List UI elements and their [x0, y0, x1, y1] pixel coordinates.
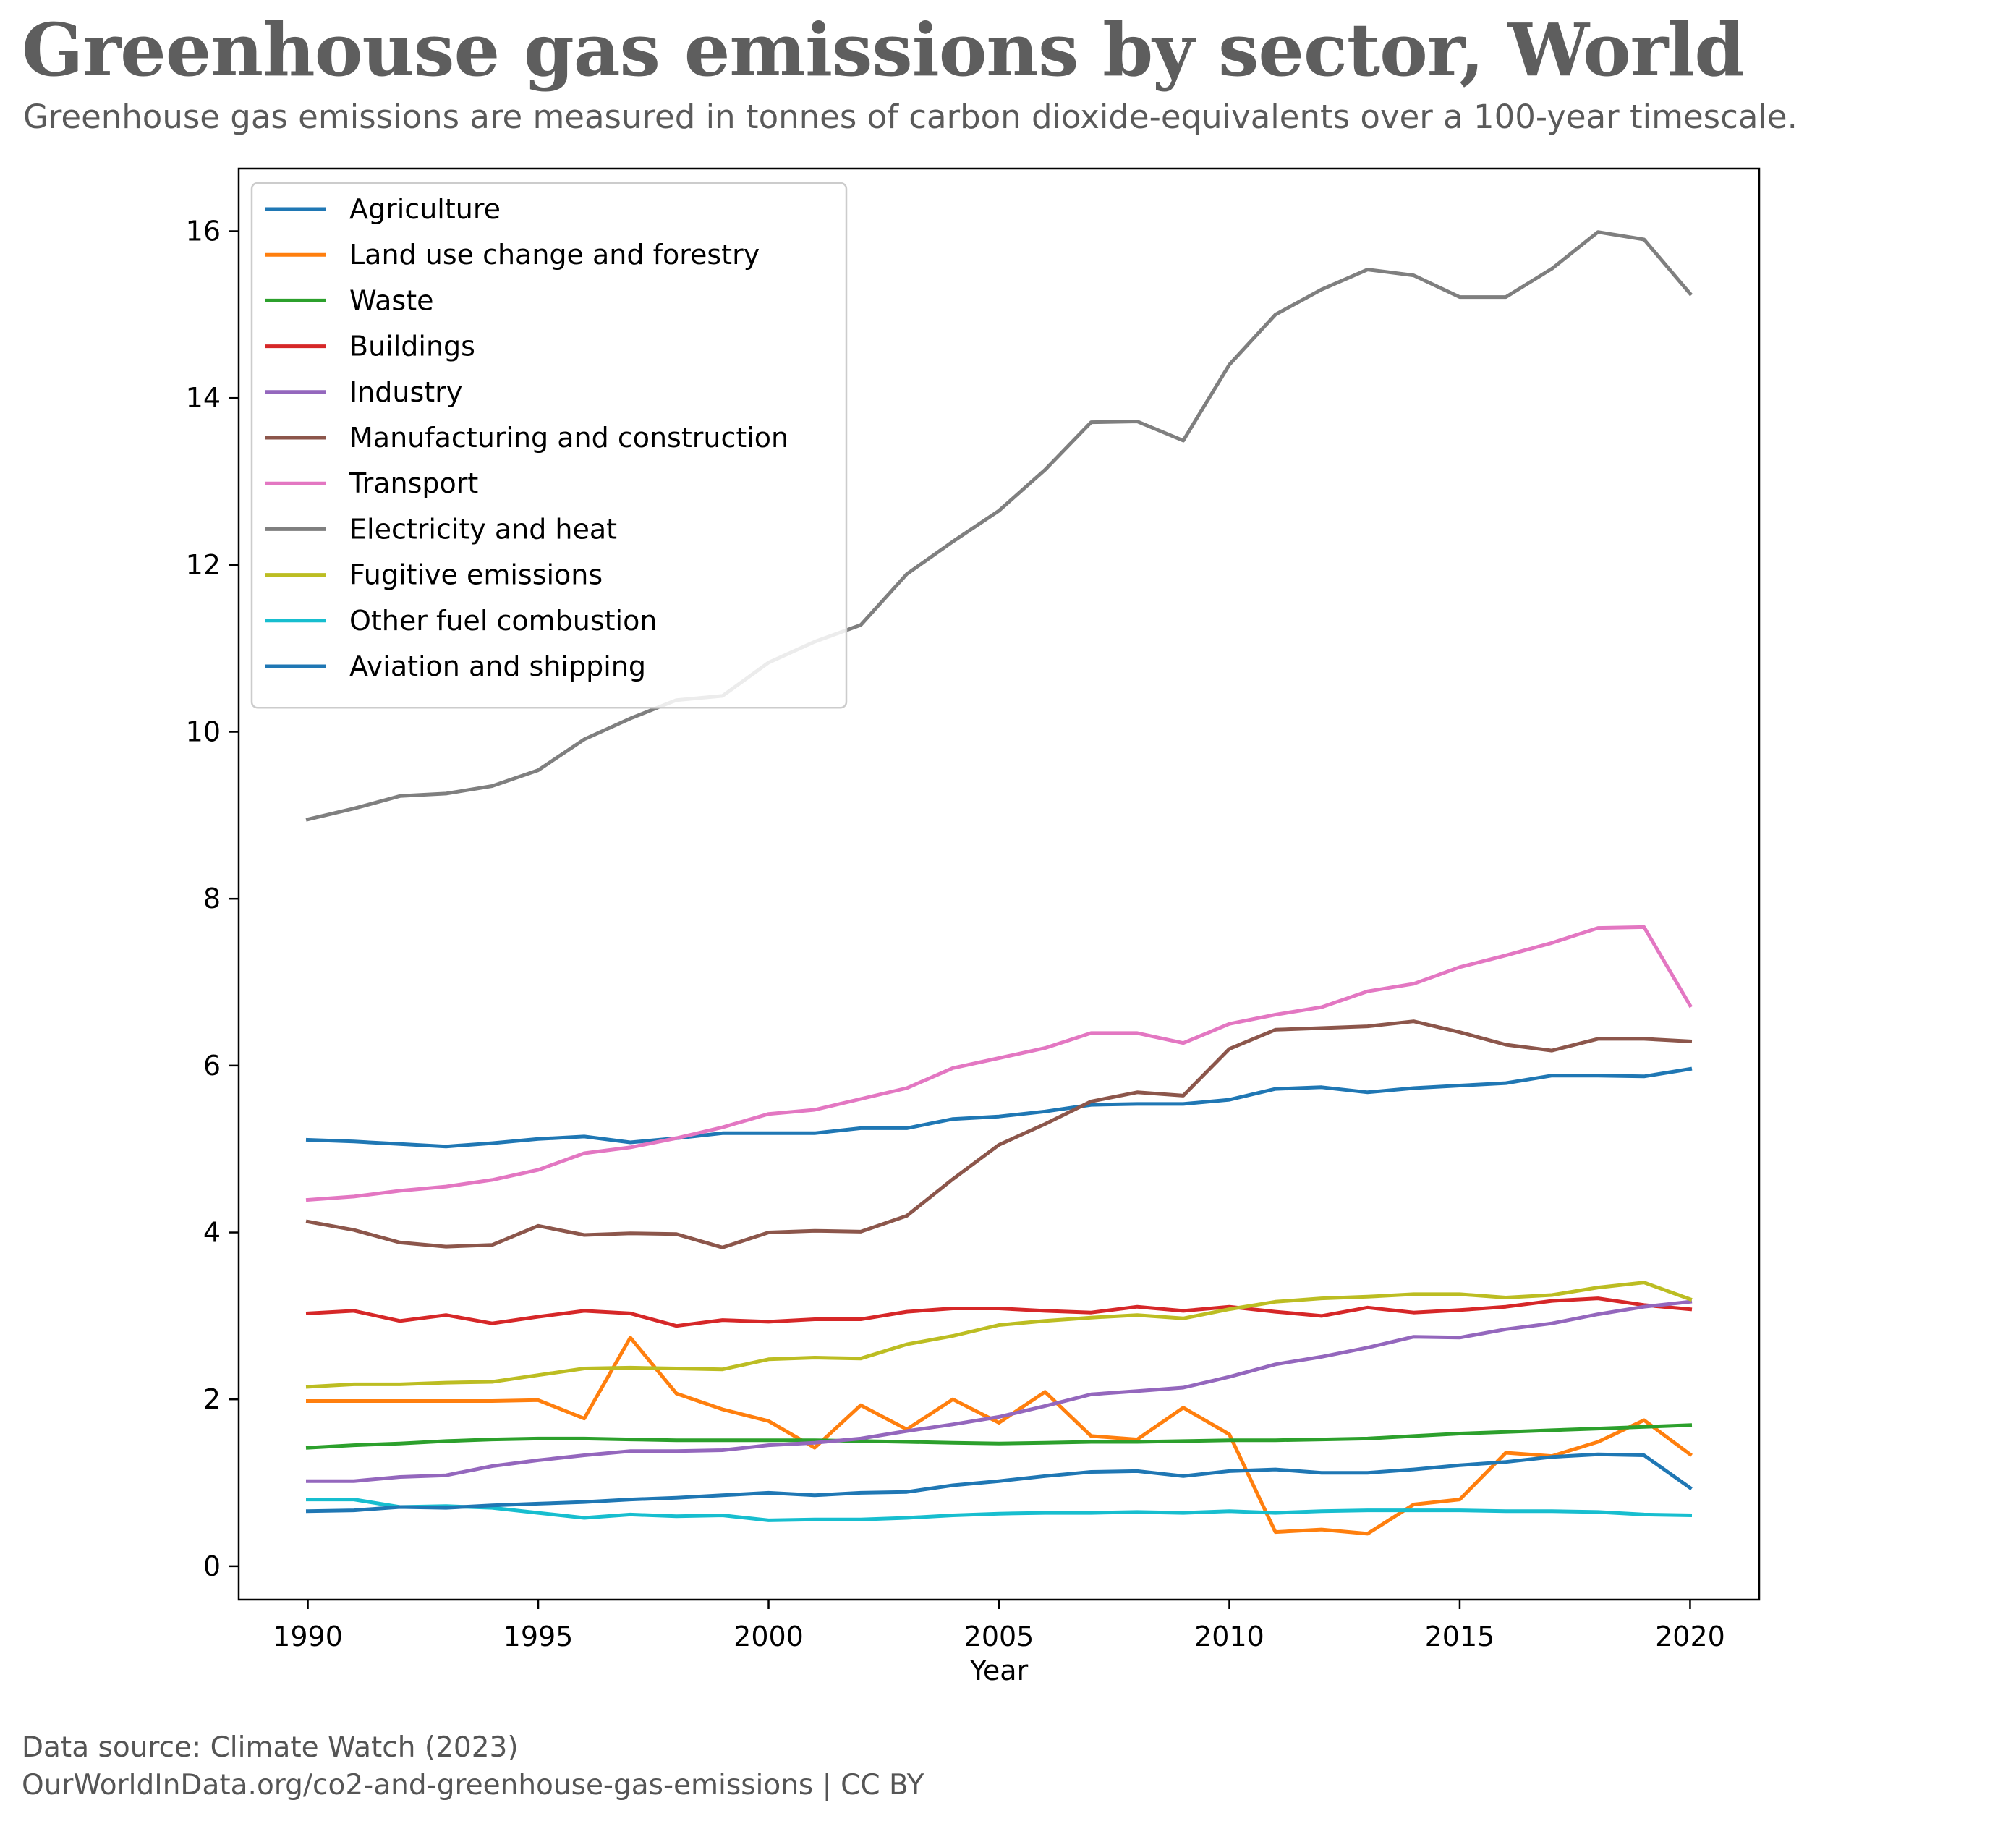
- legend-label-2: Land use change and forestry: [349, 239, 760, 271]
- series-line-10: [306, 1498, 1693, 1522]
- y-tick-label-4: 4: [203, 1217, 221, 1249]
- y-tick-label-12: 12: [186, 549, 221, 581]
- y-tick-label-14: 14: [186, 382, 221, 414]
- legend-label-1: Agriculture: [349, 193, 501, 225]
- chart-title: Greenhouse gas emissions by sector, Worl…: [22, 7, 1745, 93]
- series-line-11: [305, 1452, 1693, 1514]
- y-tick-label-10: 10: [186, 716, 221, 748]
- source-url: OurWorldInData.org/co2-and-greenhouse-ga…: [22, 1769, 924, 1801]
- y-tick-label-6: 6: [203, 1050, 221, 1082]
- y-tick-label-0: 0: [203, 1550, 221, 1582]
- series-line-1: [305, 1066, 1693, 1149]
- series-line-9: [305, 1281, 1693, 1389]
- x-tick-label-2000: 2000: [733, 1621, 804, 1652]
- y-tick-label-16: 16: [186, 216, 221, 247]
- series-line-8: [305, 230, 1693, 822]
- footer: Data source: Climate Watch (2023) OurWor…: [22, 1729, 924, 1804]
- legend: Agriculture Land use change and forestry W…: [250, 182, 848, 709]
- series-line-6: [305, 1019, 1693, 1249]
- legend-label-6: Manufacturing and construction: [349, 422, 788, 454]
- legend-label-4: Buildings: [349, 331, 475, 362]
- x-tick-label-2015: 2015: [1425, 1621, 1495, 1652]
- legend-label-11: Aviation and shipping: [349, 650, 646, 682]
- y-tick-label-2: 2: [203, 1383, 221, 1415]
- x-tick-label-1995: 1995: [503, 1621, 574, 1652]
- legend-label-10: Other fuel combustion: [349, 605, 657, 637]
- x-axis-label: Year: [969, 1655, 1029, 1686]
- x-tick-label-2010: 2010: [1194, 1621, 1264, 1652]
- series-line-2: [306, 1336, 1693, 1536]
- series-line-3: [305, 1423, 1693, 1450]
- series-line-5: [306, 1299, 1693, 1483]
- x-tick-label-2020: 2020: [1655, 1621, 1725, 1652]
- legend-label-5: Industry: [349, 376, 462, 408]
- series-line-7: [305, 925, 1693, 1202]
- legend-label-3: Waste: [349, 284, 434, 316]
- legend-label-9: Fugitive emissions: [349, 559, 603, 591]
- series-lines: [305, 230, 1693, 1536]
- legend-label-8: Electricity and heat: [349, 513, 617, 545]
- data-source-note: Data source: Climate Watch (2023): [22, 1731, 519, 1764]
- series-line-4: [305, 1296, 1693, 1328]
- x-tick-label-2005: 2005: [964, 1621, 1034, 1652]
- legend-box: [250, 182, 848, 709]
- y-tick-label-8: 8: [203, 883, 221, 914]
- x-axis: 1990 1995 2000 2005 2010 2015 2020: [273, 1600, 1725, 1652]
- chart-subtitle: Greenhouse gas emissions are measured in…: [23, 98, 1798, 136]
- x-tick-label-1990: 1990: [273, 1621, 343, 1652]
- legend-label-7: Transport: [349, 467, 478, 499]
- y-axis: 0 2 4 6 8 10 12 14 16: [186, 216, 239, 1582]
